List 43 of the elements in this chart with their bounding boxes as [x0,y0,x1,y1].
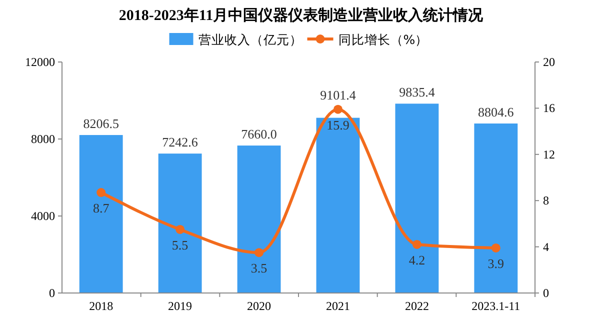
data-label: 7660.0 [241,126,277,142]
point [412,240,422,249]
data-label: 4.2 [408,252,426,268]
y-tick-label: 8000 [31,132,55,146]
y2-tick-label: 20 [543,55,555,69]
y2-tick-label: 8 [543,194,549,208]
bar [474,124,518,293]
data-label: 9835.4 [399,84,436,100]
data-label: 3.9 [488,256,504,271]
x-tick-label: 2023.1-11 [472,299,520,313]
data-label: 3.5 [250,260,268,276]
data-label: 8.7 [92,200,110,216]
bar [237,146,281,293]
legend-label: 营业收入（亿元） [198,32,302,47]
x-tick-label: 2020 [247,299,272,313]
point [491,243,500,252]
point [96,188,106,198]
y-tick-label: 0 [49,286,55,300]
data-label: 15.9 [326,117,350,132]
y2-tick-label: 12 [543,147,555,162]
data-label: 9101.4 [320,87,356,102]
bar [79,135,123,293]
y2-tick-label: 16 [543,101,555,116]
data-label: 8206.5 [83,116,119,132]
x-tick-label: 2022 [404,299,429,313]
legend-label: 同比增长（%） [338,32,428,47]
y-tick-label: 12000 [25,55,55,69]
y2-tick-label: 4 [543,240,549,254]
x-tick-label: 2019 [168,299,192,313]
bar [395,104,439,293]
x-tick-label: 2018 [89,299,114,313]
y-tick-label: 4000 [31,209,55,223]
bar [316,118,360,293]
bar [158,154,202,293]
point [176,224,185,234]
data-label: 5.5 [172,237,188,252]
y2-tick-label: 0 [543,286,549,300]
x-tick-label: 2021 [326,299,350,313]
chart-title: 2018-2023年11月中国仪器仪表制造业营业收入统计情况 [118,7,484,24]
data-label: 8804.6 [478,104,514,120]
point [333,104,342,114]
point [254,248,264,258]
data-label: 7242.6 [162,134,198,150]
